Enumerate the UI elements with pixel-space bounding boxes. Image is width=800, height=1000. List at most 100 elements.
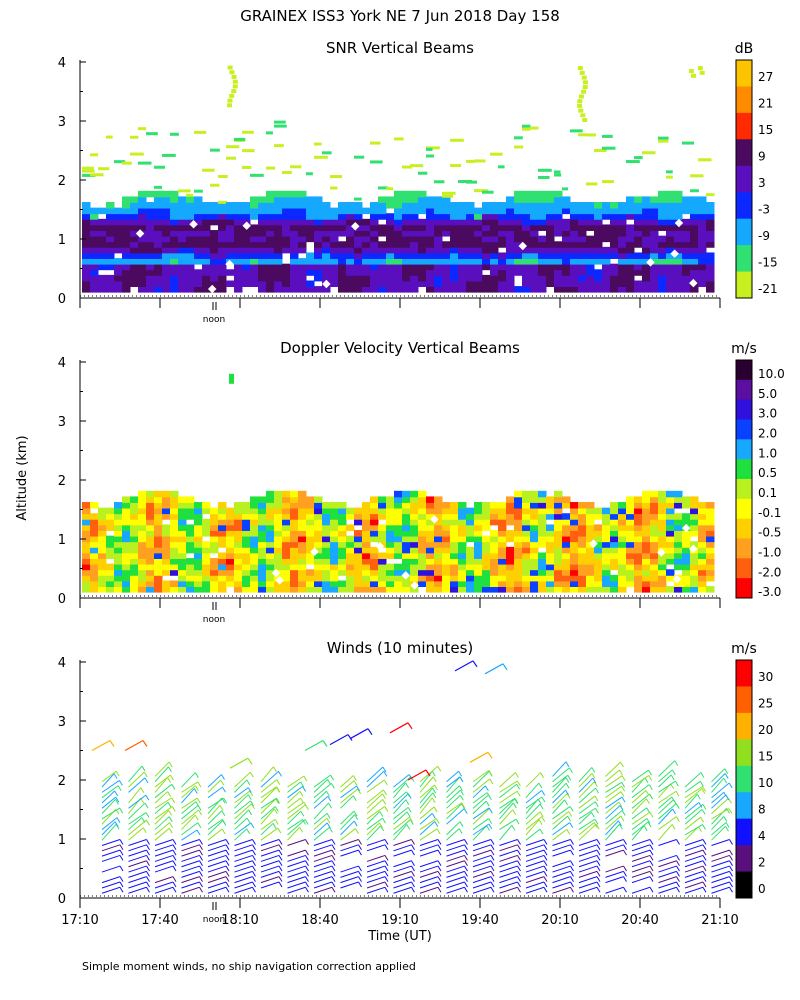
wind-barb-flag <box>384 887 389 893</box>
doppler-cell <box>194 535 203 543</box>
doppler-cell <box>122 496 131 503</box>
doppler-cell <box>266 496 275 503</box>
snr-cell <box>194 207 203 215</box>
doppler-cell <box>506 552 515 559</box>
wind-barb <box>631 876 651 884</box>
wind-barb <box>578 870 598 878</box>
doppler-cell <box>634 518 643 526</box>
wind-barb <box>525 782 540 799</box>
snr-cell <box>410 246 419 254</box>
doppler-cell <box>602 586 611 593</box>
wind-barb <box>287 860 306 868</box>
wind-barb <box>260 839 280 846</box>
snr-cell <box>218 246 227 254</box>
doppler-cell <box>650 586 659 593</box>
wind-barb <box>101 780 120 793</box>
snr-cell <box>546 196 555 203</box>
doppler-cell <box>226 507 235 515</box>
wind-barb <box>684 886 704 894</box>
doppler-cell <box>442 518 451 526</box>
snr-cell <box>602 252 611 259</box>
snr-cell <box>194 218 203 226</box>
doppler-cell <box>90 574 99 582</box>
snr-cell <box>322 252 331 259</box>
doppler-cell <box>522 558 531 565</box>
doppler-cell <box>322 535 331 543</box>
snr-cell <box>210 246 219 254</box>
snr-cell <box>450 280 459 287</box>
snr-cell <box>602 280 611 287</box>
wind-barb <box>454 660 474 672</box>
snr-cell <box>322 241 331 248</box>
doppler-cell <box>578 552 587 559</box>
snr-cell <box>130 213 139 220</box>
snr-cell <box>466 286 475 293</box>
wind-barb-flag <box>437 887 442 893</box>
snr-cell <box>274 241 283 248</box>
snr-cell <box>434 252 443 259</box>
snr-cell <box>370 269 379 276</box>
doppler-cell <box>162 580 171 587</box>
snr-cell <box>354 207 363 215</box>
clutter-gap <box>689 278 698 288</box>
wind-barb <box>393 876 412 884</box>
snr-cell <box>106 280 115 287</box>
snr-cell <box>578 258 587 265</box>
doppler-cell <box>306 546 315 554</box>
snr-cell <box>690 252 699 259</box>
snr-cell <box>554 241 563 248</box>
doppler-cell <box>426 580 435 587</box>
snr-cell <box>458 213 467 220</box>
doppler-cell <box>242 558 251 565</box>
doppler-cell <box>610 502 619 509</box>
doppler-cell <box>154 530 163 537</box>
snr-cell <box>338 286 347 293</box>
wind-barb <box>499 802 514 820</box>
doppler-cell <box>154 490 163 498</box>
snr-cell <box>522 190 531 198</box>
snr-cell <box>690 274 699 282</box>
snr-cell <box>370 202 379 209</box>
snr-cell <box>122 263 131 271</box>
doppler-cell <box>346 524 355 531</box>
doppler-cell <box>194 513 203 520</box>
snr-cell <box>658 286 667 293</box>
doppler-cell <box>490 502 499 509</box>
wind-barb <box>684 854 704 862</box>
snr-cell <box>210 207 219 215</box>
doppler-cell <box>138 574 147 582</box>
snr-cell <box>642 280 651 287</box>
wind-barb <box>446 776 461 793</box>
wind-barb-flag <box>277 827 282 834</box>
snr-cell <box>466 246 475 254</box>
wind-barb <box>128 777 146 793</box>
snr-cell <box>250 241 259 248</box>
snr-cell <box>650 235 659 243</box>
snr-cell <box>514 136 523 140</box>
doppler-cell <box>314 552 323 559</box>
doppler-cell <box>98 580 107 587</box>
doppler-cell <box>602 574 611 582</box>
snr-cell <box>194 246 203 254</box>
doppler-cell <box>242 530 251 537</box>
snr-cell <box>250 280 259 287</box>
doppler-cell <box>434 507 443 515</box>
wind-barb-flag <box>352 775 357 781</box>
snr-cell <box>218 269 227 276</box>
snr-cell <box>346 207 355 215</box>
snr-cell <box>354 274 363 282</box>
wind-barb-flag <box>701 788 706 794</box>
wind-barb-flag <box>274 819 279 825</box>
doppler-cell <box>674 502 683 509</box>
snr-cell <box>138 127 147 131</box>
snr-cell <box>674 263 683 271</box>
colorbar-swatch <box>736 86 752 114</box>
snr-cell <box>634 286 643 293</box>
doppler-cell <box>178 524 187 531</box>
doppler-cell <box>418 558 427 565</box>
doppler-cell <box>82 558 91 565</box>
colorbar-tick-label: 20 <box>758 723 773 737</box>
doppler-cell <box>506 586 515 593</box>
snr-cell <box>634 241 643 248</box>
snr-cell <box>338 252 347 259</box>
